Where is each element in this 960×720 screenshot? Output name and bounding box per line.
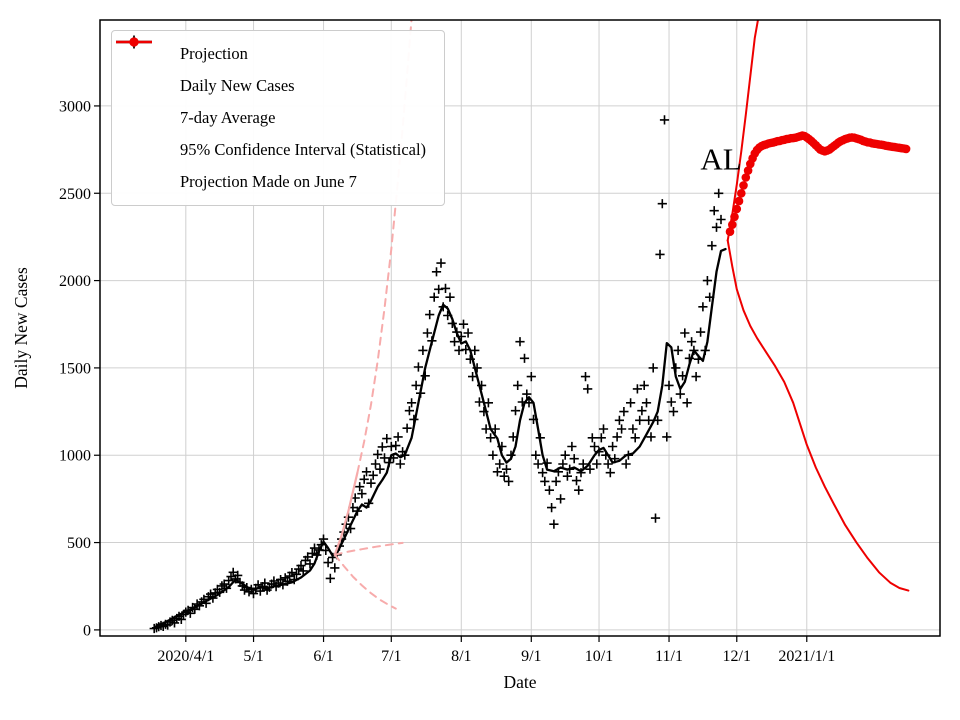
series-june-7-ci-middle (333, 541, 404, 556)
y-tick-label: 2000 (59, 273, 91, 290)
legend-item: 7-day Average (116, 40, 426, 133)
y-tick-label: 2500 (59, 186, 91, 203)
series-95-ci-lower-bound (726, 239, 910, 592)
x-tick-label: 9/1 (521, 648, 541, 665)
x-axis-ticks: 2020/4/1 5/1 6/1 7/1 8/1 9/1 10/1 11/1 12/1 2021/… (157, 636, 835, 665)
plot-series (149, 20, 911, 634)
legend-label: 7-day Average (180, 108, 276, 127)
x-tick-label: 10/1 (585, 648, 613, 665)
plot-border (99, 19, 941, 637)
x-tick-label: 2021/1/1 (778, 648, 835, 665)
legend-item: Daily New Cases (122, 35, 426, 101)
series-95-ci-upper-bound (726, 20, 759, 242)
x-tick-label: 11/1 (655, 648, 683, 665)
y-tick-label: 500 (67, 535, 91, 552)
legend: Projection Daily New Cases 7-day Average 95… (111, 30, 446, 206)
x-tick-label: 6/1 (313, 648, 333, 665)
legend-item: Projection (122, 37, 426, 69)
y-tick-label: 1500 (59, 360, 91, 377)
y-axis-ticks: 0 500 1000 1500 2000 2500 3000 (59, 98, 100, 639)
legend-item: Projection Made on June 7 (116, 40, 426, 197)
x-tick-label: 5/1 (243, 648, 263, 665)
x-tick-label: 2020/4/1 (157, 648, 214, 665)
series-june-7-ci-upper (356, 20, 413, 474)
legend-label: Projection (180, 44, 248, 63)
x-axis-title: Date (503, 672, 536, 692)
y-tick-label: 1000 (59, 448, 91, 465)
legend-label: 95% Confidence Interval (Statistical) (180, 140, 427, 159)
state-annotation: AL (700, 141, 741, 176)
y-tick-label: 3000 (59, 98, 91, 115)
y-tick-label: 0 (83, 622, 91, 639)
series-projection (725, 131, 911, 236)
x-tick-label: 8/1 (451, 648, 471, 665)
y-axis-title: Daily New Cases (11, 267, 31, 389)
series-projection-made-on-june-7 (333, 471, 359, 556)
legend-label: Projection Made on June 7 (180, 172, 357, 191)
x-tick-label: 7/1 (381, 648, 401, 665)
legend-label: Daily New Cases (180, 76, 295, 95)
series-june-7-ci-lower (333, 553, 397, 610)
x-tick-label: 12/1 (723, 648, 751, 665)
series-7-day-average (155, 247, 727, 627)
legend-item: 95% Confidence Interval (Statistical) (122, 37, 427, 165)
series-daily-new-cases (149, 115, 726, 634)
